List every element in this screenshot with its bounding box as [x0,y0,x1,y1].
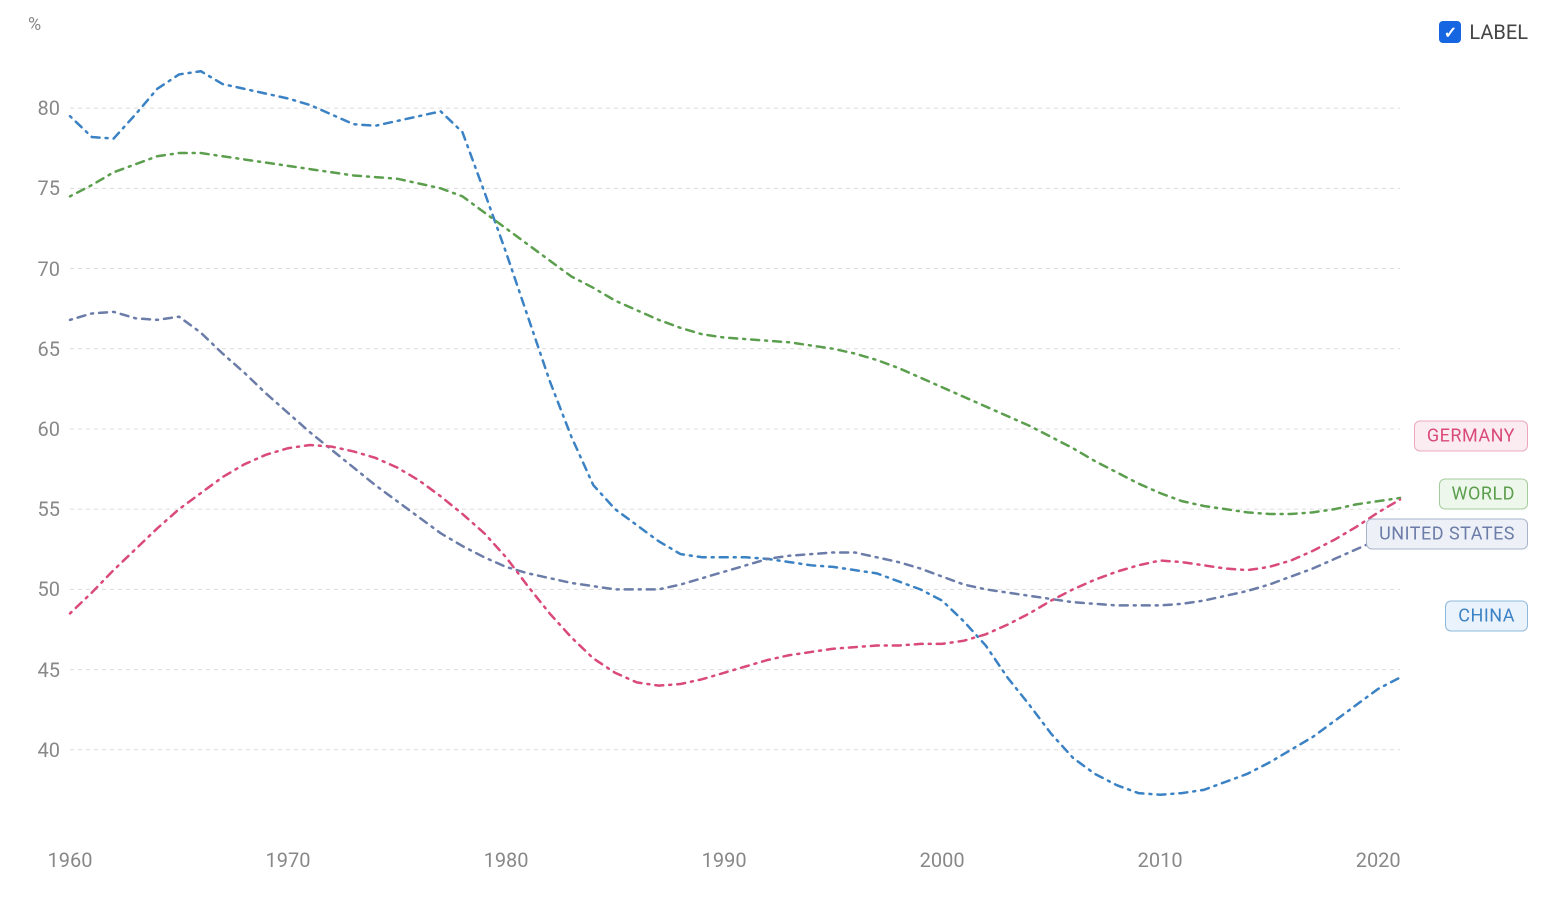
y-tick: 40 [10,738,60,762]
y-tick: 55 [10,497,60,521]
series-china [70,71,1400,794]
gridlines [70,108,1400,750]
y-tick: 75 [10,176,60,200]
x-tick: 1970 [266,848,311,872]
chart-svg [0,0,1558,910]
x-tick: 2000 [920,848,965,872]
chart-container: ✓ LABEL % 404550556065707580196019701980… [0,0,1558,910]
y-tick: 70 [10,257,60,281]
series-label-germany[interactable]: GERMANY [1414,421,1528,452]
series-world [70,153,1400,514]
series-united-states [70,312,1400,606]
series-germany [70,445,1400,686]
y-tick: 80 [10,96,60,120]
series-label-united-states[interactable]: UNITED STATES [1366,519,1528,550]
x-tick: 1980 [484,848,529,872]
x-tick: 2020 [1356,848,1401,872]
series-label-world[interactable]: WORLD [1439,479,1528,510]
y-tick: 45 [10,658,60,682]
series-label-china[interactable]: CHINA [1445,601,1528,632]
x-tick: 2010 [1138,848,1183,872]
x-tick: 1990 [702,848,747,872]
y-tick: 60 [10,417,60,441]
y-tick: 50 [10,577,60,601]
series-lines [70,71,1400,794]
y-tick: 65 [10,337,60,361]
x-tick: 1960 [48,848,93,872]
